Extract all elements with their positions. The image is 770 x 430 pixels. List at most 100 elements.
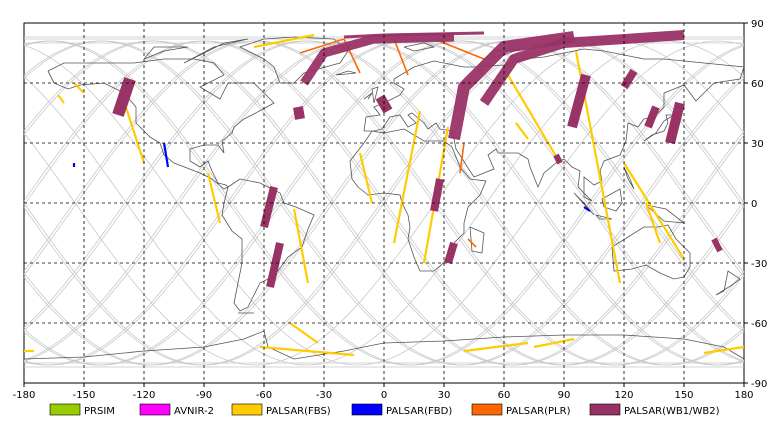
x-tick-label: -60 [256,390,272,401]
x-tick-label: 0 [381,390,387,401]
swath-palsar-fbs [259,345,355,357]
swath-palsar-plr [433,38,485,60]
swath-palsar-fbs [515,122,529,140]
longitude-axis: -180 -150 -120 -90 -60 -30 0 30 60 90 120 150 180 [13,383,754,401]
coastline [47,58,275,190]
coastline [573,192,595,216]
swath-palsar-wb [293,106,305,120]
y-tick-label: 60 [751,79,764,90]
swath-palsar-fbs [533,337,575,349]
legend-label: AVNIR-2 [174,406,214,417]
coastline [715,270,741,296]
swath-palsar-fbs [463,341,529,353]
coastline [238,36,349,84]
legend: PRSIM AVNIR-2 PALSAR(FBS) PALSAR(FBD) PALSAR… [49,403,720,417]
x-tick-label: -180 [13,390,36,401]
swath-palsar-fbs [292,208,310,284]
swath-palsar-fbs [358,152,374,204]
legend-swatch [351,403,383,416]
legend-item: PALSAR(FBD) [351,403,452,417]
swath-palsar-fbs [289,322,319,344]
x-tick-label: 150 [674,390,693,401]
legend-label: PRSIM [84,406,115,417]
legend-swatch [589,403,621,416]
swath-palsar-fbs [703,345,745,355]
swath-palsar-wb [430,178,444,212]
swath-palsar-plr [467,238,477,248]
x-tick-label: -120 [133,390,156,401]
coastline [349,128,487,272]
legend-label: PALSAR(PLR) [506,406,571,417]
swath-palsar-wb [553,153,563,165]
x-tick-label: -150 [73,390,96,401]
coastline [595,214,613,220]
swath-palsar-wb-arc [479,30,685,106]
legend-label: PALSAR(WB1/WB2) [624,406,720,417]
legend-item: PALSAR(WB1/WB2) [589,403,720,417]
swath-palsar-fbs [392,110,422,244]
x-tick-label: 90 [558,390,571,401]
legend-label: PALSAR(FBD) [386,406,452,417]
swath-palsar-wb [266,242,284,288]
x-tick-label: 120 [614,390,633,401]
coastline [371,86,379,104]
swath-palsar-fbs [253,33,315,49]
swath-palsar-fbs [644,202,662,244]
swath-palsar-plr [393,38,409,76]
swath-palsar-fbd [583,206,591,212]
coastline [643,114,676,142]
orbit-track [23,40,745,366]
swath-palsar-wb [711,237,723,253]
gridlines [24,23,744,383]
coastline [23,330,745,360]
latitude-axis: 90 60 30 0 -30 -60 -90 [744,19,767,390]
legend-item: PALSAR(FBS) [231,403,331,417]
y-tick-label: 30 [751,139,764,150]
coastline [611,224,691,280]
swath-palsar-wb [620,68,638,90]
swath-palsar-fbd [162,142,170,168]
swath-palsar-wb [112,77,136,117]
swath-palsar-wb [644,105,660,129]
swath-palsar-wb [567,73,591,129]
swath-palsar-wb [665,101,685,145]
swath-palsar-plr [459,142,465,174]
y-tick-label: 90 [751,19,764,30]
coverage-swaths [24,30,745,357]
x-tick-label: 30 [438,390,451,401]
swath-palsar-plr [299,38,345,54]
x-tick-label: 180 [734,390,753,401]
swath-palsar-fbs [507,74,561,164]
swath-palsar-fbs [206,172,222,224]
coastline [47,70,55,84]
plot-area: -180 -150 -120 -90 -60 -30 0 30 60 90 120 150 180 90… [13,19,768,401]
swath-palsar-fbs [57,94,65,104]
legend-swatch [49,403,81,416]
y-tick-label: -30 [751,259,767,270]
legend-item: PRSIM [49,403,115,417]
coastline [183,38,249,64]
coastline [143,46,189,60]
legend-item: AVNIR-2 [139,403,214,417]
coastline [403,42,436,52]
legend-label: PALSAR(FBS) [266,406,331,417]
swath-palsar-wb-arc [300,32,455,86]
coastline [335,70,357,76]
swath-palsar-fbs [623,162,685,260]
coastline [601,188,623,212]
legend-item: PALSAR(PLR) [471,403,571,417]
swath-palsar-wb [260,186,278,228]
x-tick-label: -90 [196,390,212,401]
coastline [623,166,635,190]
legend-swatch [231,403,263,416]
legend-swatch [139,403,171,416]
swath-palsar-wb-arc [448,31,575,141]
legend-swatch [471,403,503,416]
y-tick-label: -60 [751,319,767,330]
coastline [363,92,373,100]
x-tick-label: -30 [316,390,332,401]
y-tick-label: -90 [751,379,767,390]
x-tick-label: 60 [498,390,511,401]
swath-palsar-wb [444,241,458,265]
